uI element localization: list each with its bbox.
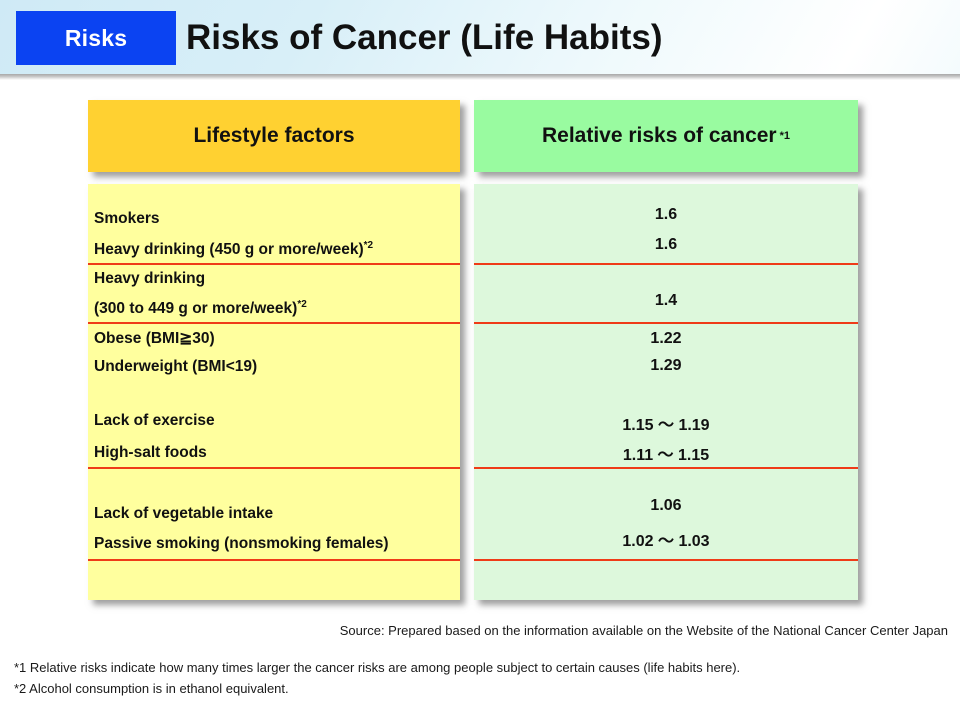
factor-line-smokers-text: Smokers (94, 210, 160, 228)
risk-value-underweight: 1.29 (650, 357, 682, 374)
footnote-1: *1 Relative risks indicate how many time… (14, 660, 741, 675)
factor-line-underweight-text: Underweight (BMI<19) (94, 358, 258, 375)
risk-value-smokers: 1.6 (654, 206, 678, 223)
row-divider-3-left (88, 467, 460, 469)
row-divider-4-right (474, 559, 858, 561)
row-divider-3-right (474, 467, 858, 469)
factor-line-heavy-drinking-300-449-text: (300 to 449 g or more/week) (94, 300, 298, 318)
source-note: Source: Prepared based on the informatio… (339, 623, 948, 638)
footnote-2: *2 Alcohol consumption is in ethanol equ… (14, 681, 289, 696)
factor-line-high-salt-foods-text: High-salt foods (94, 444, 207, 461)
factor-line-lack-of-vegetable-intake-text: Lack of vegetable intake (94, 505, 274, 522)
section-badge-label: Risks (64, 24, 128, 51)
risk-value-heavy-drinking-300-449: 1.4 (654, 292, 678, 309)
factor-line-passive-smoking-text: Passive smoking (nonsmoking females) (94, 535, 389, 552)
page-title: Risks of Cancer (Life Habits) (186, 18, 663, 57)
column-header-lifestyle-factors-inner: Lifestyle factors (88, 100, 460, 172)
factor-line-heavy-drinking-300-449-sup: *2 (297, 299, 307, 310)
section-badge-risks: Risks (16, 11, 176, 65)
row-divider-4-left (88, 559, 460, 561)
column-header-relative-risks: Relative risks of cancer *1 (474, 100, 858, 172)
row-divider-1-right (474, 263, 858, 265)
column-header-footnote-marker: *1 (779, 130, 791, 142)
risk-value-lack-of-vegetable-intake: 1.06 (650, 497, 682, 514)
row-divider-2-right (474, 322, 858, 324)
risk-value-obese: 1.22 (650, 330, 682, 347)
column-header-lifestyle-factors: Lifestyle factors (88, 100, 460, 172)
factor-line-passive-smoking: Passive smoking (nonsmoking females) (94, 535, 389, 553)
column-header-relative-risks-label: Relative risks of cancer (541, 124, 777, 147)
lifestyle-factors-body (88, 184, 460, 600)
column-header-relative-risks-inner: Relative risks of cancer *1 (474, 100, 858, 172)
factor-line-lack-of-exercise: Lack of exercise (94, 412, 215, 430)
factor-line-high-salt-foods: High-salt foods (94, 444, 207, 462)
risk-value-passive-smoking: 1.02 ～ 1.03 (622, 533, 710, 550)
factor-line-heavy-drinking-450: Heavy drinking (450 g or more/week)*2 (94, 240, 373, 259)
risk-value-heavy-drinking-450: 1.6 (654, 236, 678, 253)
factor-line-heavy-drinking-text: Heavy drinking (94, 270, 206, 288)
factor-line-heavy-drinking: Heavy drinking (94, 269, 205, 288)
risk-value-lack-of-exercise: 1.15 ～ 1.19 (622, 417, 710, 434)
row-divider-1-left (88, 263, 460, 265)
factor-line-heavy-drinking-300-449: (300 to 449 g or more/week)*2 (94, 299, 307, 318)
column-header-lifestyle-factors-label: Lifestyle factors (193, 124, 355, 147)
factor-line-smokers: Smokers (94, 209, 159, 228)
factor-line-heavy-drinking-450-text: Heavy drinking (450 g or more/week) (94, 241, 364, 259)
row-divider-2-left (88, 322, 460, 324)
factor-line-obese-text: Obese (BMI≧30) (94, 330, 215, 347)
header-underline-divider (0, 74, 960, 80)
relative-risks-body (474, 184, 858, 600)
factor-line-lack-of-exercise-text: Lack of exercise (94, 412, 215, 429)
factor-line-obese: Obese (BMI≧30) (94, 329, 215, 348)
factor-line-heavy-drinking-450-sup: *2 (363, 240, 374, 251)
risk-value-high-salt-foods: 1.11 ～ 1.15 (622, 447, 710, 464)
factor-line-lack-of-vegetable-intake: Lack of vegetable intake (94, 505, 273, 523)
factor-line-underweight: Underweight (BMI<19) (94, 358, 257, 376)
